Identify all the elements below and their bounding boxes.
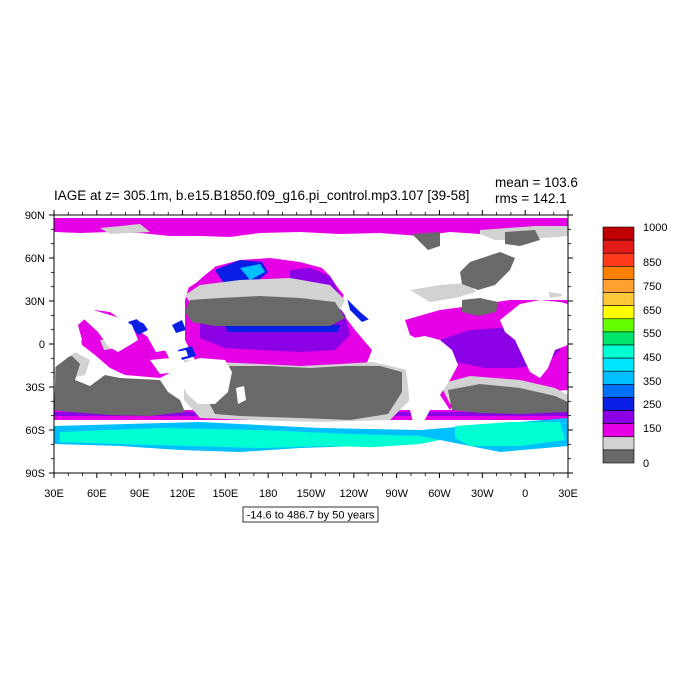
colorbar-swatch bbox=[602, 410, 635, 424]
lat-tick-label: 90S bbox=[25, 468, 45, 480]
mean-label: mean = 103.6 bbox=[495, 175, 578, 190]
colorbar bbox=[602, 226, 635, 464]
iage-field-darkgrey bbox=[54, 296, 568, 420]
colorbar-swatch bbox=[602, 266, 635, 280]
colorbar-swatch bbox=[602, 279, 635, 293]
colorbar-label: 150 bbox=[643, 423, 661, 435]
colorbar-swatch bbox=[602, 423, 635, 438]
colorbar-label: 650 bbox=[643, 305, 661, 317]
colorbar-label: 0 bbox=[643, 458, 649, 470]
colorbar-swatch bbox=[602, 397, 635, 411]
colorbar-label: 750 bbox=[643, 281, 661, 293]
lon-tick-label: 120W bbox=[339, 488, 368, 500]
lat-tick-label: 60N bbox=[25, 253, 45, 265]
lon-tick-label: 90W bbox=[385, 488, 408, 500]
latitude-labels: 90N 60N 30N 0 30S 60S 90S bbox=[25, 210, 45, 480]
lon-tick-label: 120E bbox=[170, 488, 196, 500]
longitude-labels: 30E 60E 90E 120E 150E 180 150W 120W 90W 60W 30W 0 30… bbox=[44, 488, 578, 500]
lon-tick-label: 150E bbox=[212, 488, 238, 500]
colorbar-swatch bbox=[602, 239, 635, 254]
colorbar-label: 350 bbox=[643, 376, 661, 388]
lon-tick-label: 150W bbox=[297, 488, 326, 500]
colorbar-swatch bbox=[602, 344, 635, 359]
colorbar-swatch bbox=[602, 436, 635, 451]
land-mask bbox=[54, 232, 568, 473]
lat-tick-label: 30S bbox=[25, 382, 45, 394]
colorbar-label: 450 bbox=[643, 352, 661, 364]
lon-tick-label: 30W bbox=[471, 488, 494, 500]
plot-title: IAGE at z= 305.1m, b.e15.B1850.f09_g16.p… bbox=[54, 188, 469, 203]
lon-tick-label: 0 bbox=[522, 488, 528, 500]
iage-field-cyan bbox=[60, 422, 565, 448]
lat-tick-label: 90N bbox=[25, 210, 45, 222]
colorbar-swatch bbox=[602, 384, 635, 398]
colorbar-labels: 1000 850 750 650 550 450 350 250 150 0 bbox=[643, 222, 667, 470]
colorbar-swatch bbox=[602, 305, 635, 320]
lon-tick-label: 60W bbox=[428, 488, 451, 500]
lon-tick-label: 30E bbox=[558, 488, 578, 500]
colorbar-label: 850 bbox=[643, 257, 661, 269]
lat-tick-label: 30N bbox=[25, 296, 45, 308]
colorbar-swatch bbox=[602, 449, 635, 464]
lon-tick-label: 180 bbox=[259, 488, 277, 500]
colorbar-label: 550 bbox=[643, 328, 661, 340]
colorbar-swatch bbox=[602, 252, 635, 267]
contour-range-label: -14.6 to 486.7 by 50 years bbox=[247, 510, 375, 522]
lon-tick-label: 60E bbox=[87, 488, 107, 500]
colorbar-label: 250 bbox=[643, 399, 661, 411]
lon-tick-label: 90E bbox=[130, 488, 150, 500]
colorbar-swatch bbox=[602, 357, 635, 372]
colorbar-swatch bbox=[602, 370, 635, 385]
iage-field-darkgrey-north bbox=[412, 230, 540, 290]
colorbar-label: 1000 bbox=[643, 222, 667, 234]
lat-tick-label: 0 bbox=[39, 339, 45, 351]
colorbar-swatch bbox=[602, 292, 635, 306]
contour-range-box: -14.6 to 486.7 by 50 years bbox=[242, 506, 379, 523]
colorbar-swatch bbox=[602, 318, 635, 333]
rms-label: rms = 142.1 bbox=[495, 191, 567, 206]
colorbar-swatch bbox=[602, 226, 635, 241]
colorbar-swatch bbox=[602, 331, 635, 346]
lon-tick-label: 30E bbox=[44, 488, 64, 500]
map-panel bbox=[54, 215, 568, 473]
axis-ticks bbox=[49, 210, 573, 478]
lat-tick-label: 60S bbox=[25, 425, 45, 437]
